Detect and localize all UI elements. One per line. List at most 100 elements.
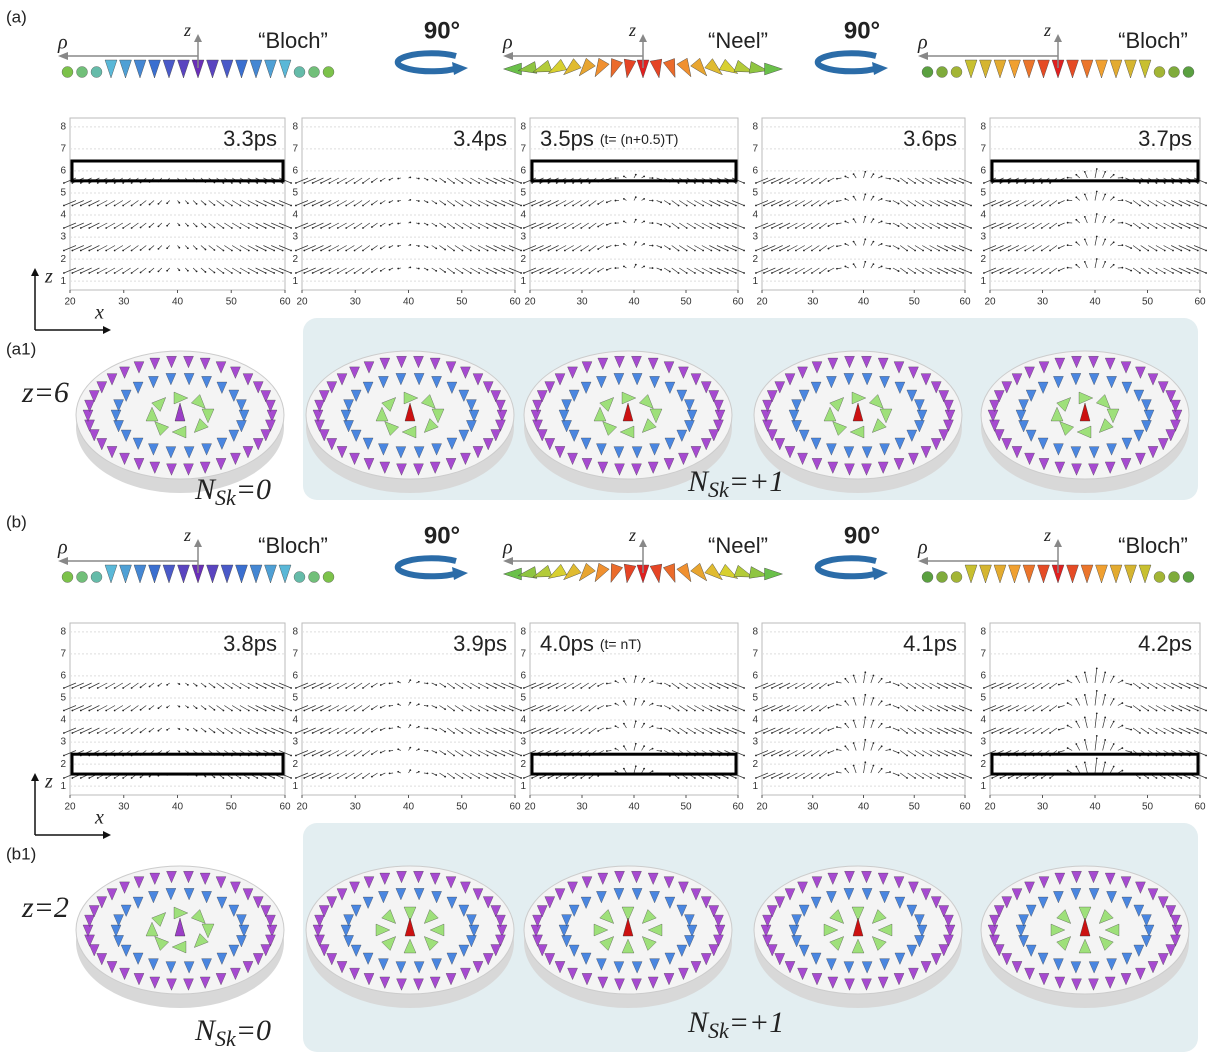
spin-tip: [819, 687, 821, 689]
spin-tip: [1067, 244, 1069, 246]
time-label: 4.2ps: [1138, 631, 1192, 656]
spin-tip: [409, 244, 411, 246]
spin-tip: [710, 732, 712, 734]
y-tick-label: 6: [60, 166, 66, 177]
spin: [178, 565, 190, 583]
spin-tip: [453, 250, 455, 252]
spin-tip: [427, 269, 429, 271]
y-tick-label: 3: [60, 232, 66, 243]
spin-tip: [1084, 261, 1086, 263]
spin-tip: [503, 710, 505, 712]
spin-tip: [1139, 687, 1141, 689]
spin-tip: [1041, 777, 1043, 779]
y-tick-label: 1: [292, 276, 298, 287]
spin-tip: [71, 710, 73, 712]
spin-tip: [1008, 250, 1010, 252]
spin-tip: [787, 732, 789, 734]
spin: [605, 58, 622, 79]
spin-tip: [660, 269, 662, 271]
spin-tip: [564, 227, 566, 229]
spin-tip: [694, 732, 696, 734]
spin-tip: [1024, 227, 1026, 229]
spin-tip: [962, 687, 964, 689]
spin-tip: [954, 732, 956, 734]
z-label: z: [1043, 525, 1051, 545]
spin-tip: [1041, 710, 1043, 712]
spin-tip: [487, 732, 489, 734]
spin-tip: [779, 182, 781, 184]
spin-tip: [1075, 264, 1077, 266]
spin-tip: [615, 245, 617, 247]
spin-tip: [345, 250, 347, 252]
spin-tip: [265, 710, 267, 712]
spin-tip: [1121, 770, 1123, 772]
spin-tip: [889, 704, 891, 706]
x-tick-label: 30: [576, 802, 588, 813]
spin-tip: [273, 227, 275, 229]
spin-tip: [520, 755, 522, 757]
spin-tip: [727, 182, 729, 184]
spin-tip: [1067, 267, 1069, 269]
spin-tip: [572, 250, 574, 252]
spin-tip: [71, 687, 73, 689]
spin-tip: [71, 777, 73, 779]
spin-tip: [487, 755, 489, 757]
spin-tip: [320, 182, 322, 184]
spin-tip: [63, 687, 65, 689]
spin-tip: [938, 227, 940, 229]
spin-tip: [580, 710, 582, 712]
spin-tip: [520, 250, 522, 252]
spin-tip: [265, 777, 267, 779]
spin-tip: [564, 732, 566, 734]
spin-tip: [735, 205, 737, 207]
rho-label: ρ: [57, 537, 68, 559]
spin-tip: [962, 182, 964, 184]
spin-tip: [239, 250, 241, 252]
spin-tip: [991, 732, 993, 734]
spin-tip: [853, 765, 855, 767]
spin-tip: [819, 227, 821, 229]
spin-tip: [954, 687, 956, 689]
spin-tip: [922, 182, 924, 184]
y-tick-label: 8: [752, 121, 758, 132]
spin-tip: [523, 182, 525, 184]
x-tick-label: 20: [296, 802, 308, 813]
spin-tip: [1024, 687, 1026, 689]
spin-tip: [755, 250, 757, 252]
spin-tip: [954, 755, 956, 757]
spin-tip: [930, 250, 932, 252]
spin: [1038, 565, 1050, 583]
spin-tip: [131, 182, 133, 184]
spin-tip: [1189, 687, 1191, 689]
spin-tip: [669, 226, 671, 228]
spin-tip: [1041, 687, 1043, 689]
spin-tip: [1205, 687, 1207, 689]
y-tick-label: 7: [980, 649, 986, 660]
spin-tip: [1164, 710, 1166, 712]
spin-tip: [1067, 199, 1069, 201]
spin-tip: [105, 182, 107, 184]
spin-tip: [290, 205, 292, 207]
spin-tip: [97, 732, 99, 734]
spin-tip: [418, 748, 420, 750]
spin-tip: [946, 777, 948, 779]
y-tick-label: 7: [292, 144, 298, 155]
spin-tip: [811, 205, 813, 207]
y-tick-label: 4: [980, 210, 986, 221]
spin-tip: [409, 679, 411, 681]
spin-tip: [1000, 227, 1002, 229]
spin-tip: [149, 776, 151, 778]
spin-tip: [1147, 710, 1149, 712]
spin-tip: [710, 250, 712, 252]
nsk-value: =0: [236, 1014, 271, 1047]
x-tick-label: 50: [909, 802, 921, 813]
nsk-value: =+1: [729, 1006, 785, 1039]
spin-tip: [1016, 182, 1018, 184]
spin-tip: [771, 710, 773, 712]
spin-tip: [478, 182, 480, 184]
spin-tip: [320, 732, 322, 734]
spin-tip: [312, 777, 314, 779]
spin-tip: [771, 777, 773, 779]
spin-tip: [564, 182, 566, 184]
spin-tip: [652, 245, 654, 247]
